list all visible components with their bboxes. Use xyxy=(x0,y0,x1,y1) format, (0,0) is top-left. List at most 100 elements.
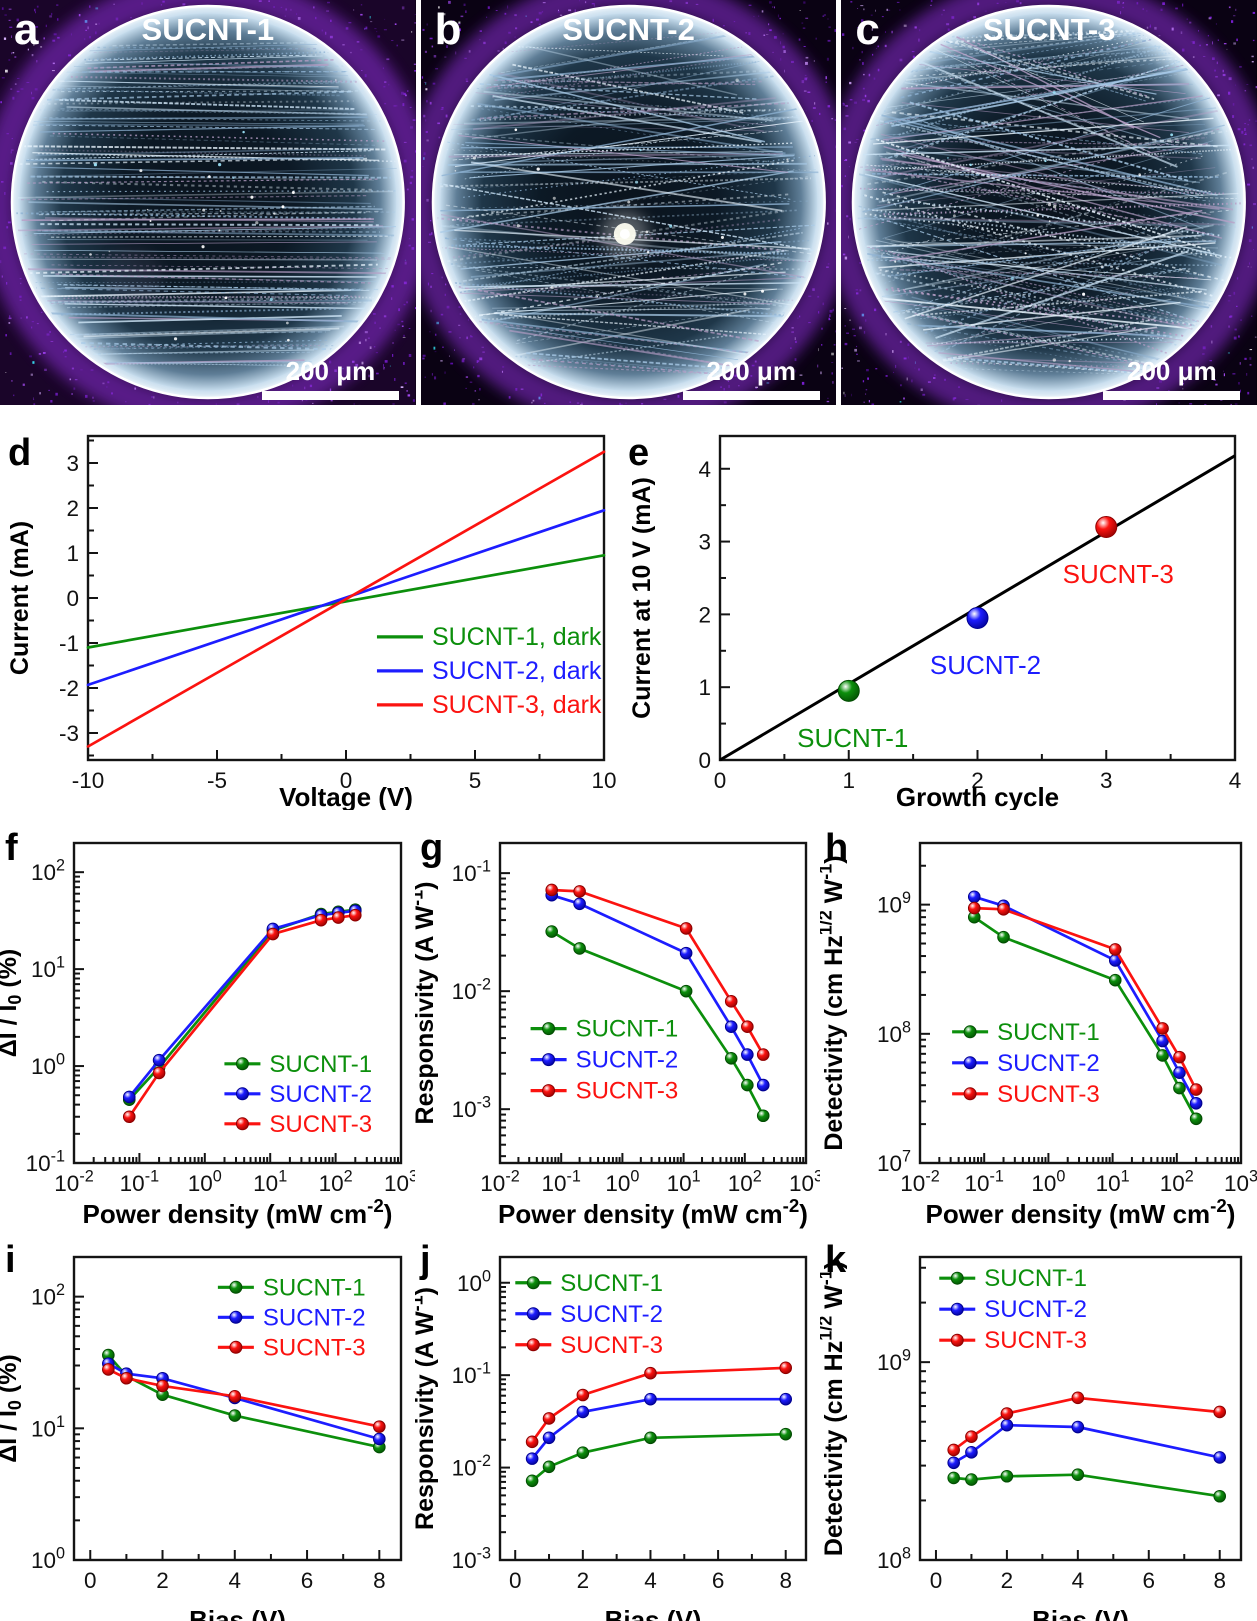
svg-text:SUCNT-3: SUCNT-3 xyxy=(560,1332,663,1359)
svg-text:10-3: 10-3 xyxy=(452,1545,491,1573)
svg-text:10-2: 10-2 xyxy=(452,976,491,1004)
svg-text:-3: -3 xyxy=(59,721,79,746)
svg-text:8: 8 xyxy=(373,1568,386,1593)
svg-text:101: 101 xyxy=(667,1168,701,1196)
svg-text:SUCNT-2: SUCNT-2 xyxy=(984,1296,1087,1323)
chart-panel-g: g 10-2 10-1 100 101 102 103 10-3 10-2 10-1 SUCNT-… xyxy=(415,795,820,1233)
panel-letter-h: h xyxy=(825,827,849,869)
svg-text:3: 3 xyxy=(698,530,711,555)
svg-text:4: 4 xyxy=(1072,1568,1085,1593)
svg-text:10-1: 10-1 xyxy=(120,1168,159,1196)
svg-text:SUCNT-1: SUCNT-1 xyxy=(797,723,908,753)
chart-row-2: f 10-2 10-1 100 101 102 103 10-1 100 101 102 SUCNT… xyxy=(0,795,1257,1233)
scale-bar-c: 200 μm xyxy=(1103,356,1241,401)
panel-letter-g: g xyxy=(420,827,444,869)
svg-text:100: 100 xyxy=(1031,1168,1065,1196)
micrograph-title-a: SUCNT-1 xyxy=(141,12,275,47)
svg-text:SUCNT-1: SUCNT-1 xyxy=(263,1274,366,1301)
photoresponse-power-chart: 10-2 10-1 100 101 102 10310-1100101102SUCNT-1… xyxy=(0,841,415,1229)
chart-row-3: i 0 2 4 6 8 100 101 102 SUCNT-1 SUCNT-2 SUCNT-3 Bia… xyxy=(0,1233,1257,1621)
svg-text:3: 3 xyxy=(66,451,79,476)
svg-text:SUCNT-3: SUCNT-3 xyxy=(997,1081,1100,1108)
micrograph-title-c: SUCNT-3 xyxy=(982,12,1116,47)
svg-text:SUCNT-2: SUCNT-2 xyxy=(997,1050,1100,1077)
svg-text:SUCNT-2: SUCNT-2 xyxy=(269,1081,372,1108)
svg-text:4: 4 xyxy=(698,457,711,482)
detectivity-bias-chart: 0 2 4 6 8 108 109 SUCNT-1 SUCNT-2 SUCNT-3 Bias (V)… xyxy=(820,1255,1243,1621)
svg-text:101: 101 xyxy=(31,954,65,982)
svg-text:0: 0 xyxy=(340,768,353,793)
svg-text:10-2: 10-2 xyxy=(900,1168,939,1196)
svg-text:4: 4 xyxy=(644,1568,657,1593)
svg-text:SUCNT-3: SUCNT-3 xyxy=(576,1078,679,1105)
svg-text:SUCNT-3: SUCNT-3 xyxy=(984,1327,1087,1354)
svg-text:SUCNT-3: SUCNT-3 xyxy=(263,1334,366,1361)
panel-letter-k: k xyxy=(825,1239,847,1281)
svg-text:10-2: 10-2 xyxy=(54,1168,93,1196)
chart-panel-k: k 0 2 4 6 8 108 109 SUCNT-1 SUCNT-2 SUCNT-3 Bias (… xyxy=(820,1233,1257,1621)
svg-text:0: 0 xyxy=(66,586,79,611)
chart-panel-i: i 0 2 4 6 8 100 101 102 SUCNT-1 SUCNT-2 SUCNT-3 Bia… xyxy=(0,1233,415,1621)
svg-text:8: 8 xyxy=(779,1568,792,1593)
svg-text:108: 108 xyxy=(877,1018,911,1046)
svg-text:103: 103 xyxy=(1224,1168,1257,1196)
svg-text:6: 6 xyxy=(1143,1568,1156,1593)
svg-text:102: 102 xyxy=(1160,1168,1194,1196)
panel-letter-i: i xyxy=(5,1239,16,1281)
svg-text:107: 107 xyxy=(877,1148,911,1176)
svg-text:2: 2 xyxy=(1001,1568,1014,1593)
svg-text:Power density (mW cm-2): Power density (mW cm-2) xyxy=(83,1195,393,1229)
svg-text:Growth cycle: Growth cycle xyxy=(896,782,1059,810)
svg-text:108: 108 xyxy=(877,1545,911,1573)
chart-panel-e: e 0 1 2 3 4 0 1 2 3 4 SUCNT-1 SUCNT-2 SUCNT-3 Growth … xyxy=(620,410,1257,810)
scale-bar-b: 200 μm xyxy=(682,356,820,401)
svg-text:SUCNT-1: SUCNT-1 xyxy=(576,1016,679,1043)
chart-panel-f: f 10-2 10-1 100 101 102 103 10-1 100 101 102 SUCNT… xyxy=(0,795,415,1233)
svg-text:101: 101 xyxy=(1096,1168,1130,1196)
chart-panel-j: j 0 2 4 6 8 10-3 10-2 10-1 100 SUCNT-1 SUCNT-2 SUCN… xyxy=(415,1233,820,1621)
svg-text:Bias (V): Bias (V) xyxy=(605,1605,702,1621)
panel-letter-e: e xyxy=(628,432,650,474)
svg-text:10-1: 10-1 xyxy=(26,1148,65,1176)
micrograph-panel-a: a SUCNT-1 200 μm xyxy=(0,0,416,405)
svg-text:Detectivity (cm Hz1/2 W-1): Detectivity (cm Hz1/2 W-1) xyxy=(820,1261,848,1556)
svg-text:6: 6 xyxy=(712,1568,725,1593)
svg-text:SUCNT-1: SUCNT-1 xyxy=(560,1270,663,1297)
svg-text:SUCNT-3: SUCNT-3 xyxy=(269,1111,372,1138)
svg-text:SUCNT-2: SUCNT-2 xyxy=(263,1304,366,1331)
svg-text:SUCNT-1, dark: SUCNT-1, dark xyxy=(432,623,602,651)
svg-text:Power density (mW cm-2): Power density (mW cm-2) xyxy=(498,1195,808,1229)
svg-text:0: 0 xyxy=(930,1568,943,1593)
svg-text:ΔI / I0 (%): ΔI / I0 (%) xyxy=(0,1354,25,1463)
micrograph-row: a SUCNT-1 200 μm b SUCNT-2 200 μm c SUCN… xyxy=(0,0,1257,405)
scale-bar-line xyxy=(682,391,820,401)
panel-letter-a: a xyxy=(14,5,39,54)
svg-text:0: 0 xyxy=(698,748,711,773)
micrograph-title-b: SUCNT-2 xyxy=(562,12,695,47)
svg-text:109: 109 xyxy=(877,889,911,917)
svg-text:10-2: 10-2 xyxy=(452,1452,491,1480)
micrograph-panel-b: b SUCNT-2 200 μm xyxy=(420,0,837,405)
responsivity-bias-chart: 0 2 4 6 8 10-3 10-2 10-1 100 SUCNT-1 SUCNT-2 SUCNT-… xyxy=(415,1255,808,1621)
svg-text:2: 2 xyxy=(698,602,711,627)
growth-cycle-chart: 0 1 2 3 4 0 1 2 3 4 SUCNT-1 SUCNT-2 SUCNT-3 Growth cy… xyxy=(628,434,1241,810)
svg-text:-5: -5 xyxy=(207,768,227,793)
panel-letter-d: d xyxy=(8,432,32,474)
svg-text:SUCNT-2, dark: SUCNT-2, dark xyxy=(432,657,602,685)
svg-text:5: 5 xyxy=(469,768,482,793)
chart-panel-d: d -10 -5 0 5 10 -3 -2 -1 0 1 2 3 SUCNT-1, dark SUCNT-… xyxy=(0,410,620,810)
svg-text:Current (mA): Current (mA) xyxy=(6,521,34,675)
svg-text:SUCNT-3, dark: SUCNT-3, dark xyxy=(432,691,602,719)
svg-text:SUCNT-1: SUCNT-1 xyxy=(984,1265,1087,1292)
chart-panel-h: h 10-2 10-1 100 101 102 103 107 108 109 SUCNT-1 SU… xyxy=(820,795,1257,1233)
svg-text:103: 103 xyxy=(384,1168,415,1196)
scale-bar-label: 200 μm xyxy=(706,356,796,387)
svg-text:100: 100 xyxy=(605,1168,639,1196)
responsivity-power-chart: 10-2 10-1 100 101 102 103 10-3 10-2 10-1 SUCNT-1 S… xyxy=(415,841,820,1229)
svg-text:10-1: 10-1 xyxy=(452,1360,491,1388)
svg-text:102: 102 xyxy=(31,1281,65,1309)
micrograph-image-c xyxy=(841,0,1257,405)
svg-text:102: 102 xyxy=(728,1168,762,1196)
svg-text:2: 2 xyxy=(156,1568,169,1593)
svg-text:Power density (mW cm-2): Power density (mW cm-2) xyxy=(926,1195,1236,1229)
